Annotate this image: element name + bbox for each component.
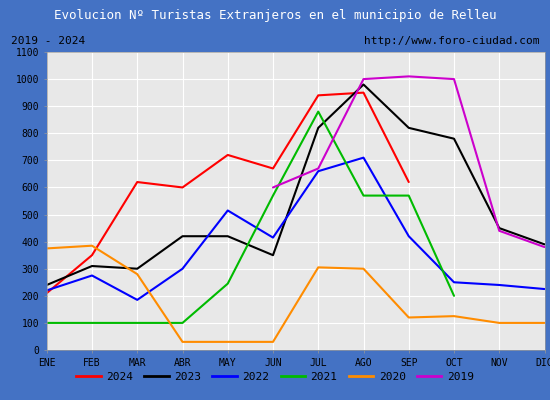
Text: http://www.foro-ciudad.com: http://www.foro-ciudad.com: [364, 36, 539, 46]
Text: Evolucion Nº Turistas Extranjeros en el municipio de Relleu: Evolucion Nº Turistas Extranjeros en el …: [54, 8, 496, 22]
Legend: 2024, 2023, 2022, 2021, 2020, 2019: 2024, 2023, 2022, 2021, 2020, 2019: [72, 368, 478, 386]
Text: 2019 - 2024: 2019 - 2024: [11, 36, 85, 46]
